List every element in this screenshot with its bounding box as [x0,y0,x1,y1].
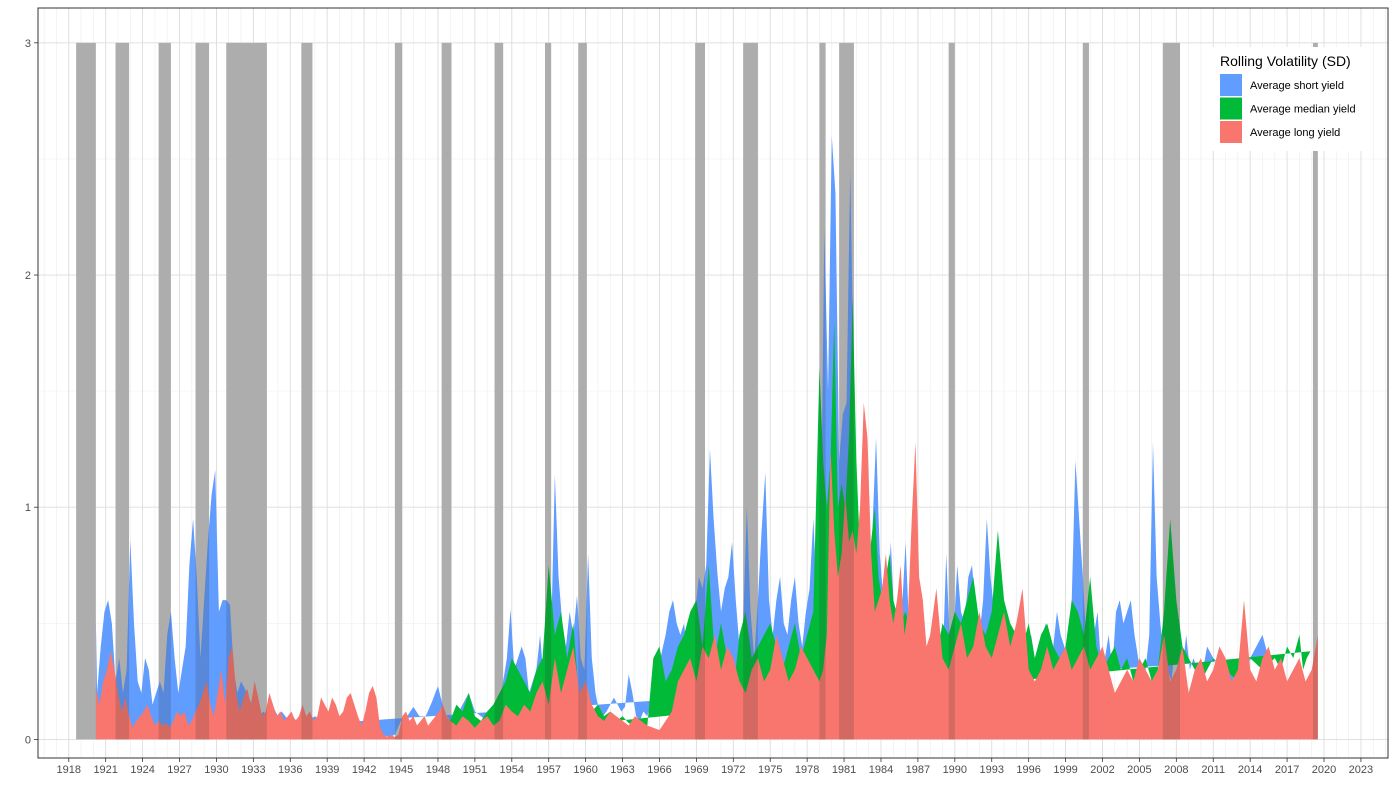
x-tick-label: 1966 [647,764,671,776]
x-tick-label: 1942 [352,764,376,776]
x-tick-label: 1996 [1016,764,1040,776]
x-tick-label: 1933 [241,764,265,776]
recession-band-overlay [301,42,313,740]
recession-band-overlay [441,42,452,740]
legend-label: Average median yield [1250,104,1356,116]
recession-band-overlay [545,42,552,740]
x-tick-label: 1987 [906,764,930,776]
recession-band-overlay [743,42,758,740]
recession-band [301,42,313,740]
recession-band [158,42,171,740]
recession-band [441,42,452,740]
x-tick-label: 1921 [93,764,117,776]
x-tick-label: 1936 [278,764,302,776]
x-tick-label: 1969 [684,764,708,776]
recession-band-overlay [226,42,267,740]
recession-band [1312,42,1318,740]
series-areas [95,135,1318,740]
legend: Rolling Volatility (SD) Average short yi… [1212,47,1362,151]
x-tick-label: 2017 [1275,764,1299,776]
x-tick-label: 1984 [869,764,893,776]
x-tick-label: 1993 [979,764,1003,776]
x-tick-label: 1978 [795,764,819,776]
legend-label: Average short yield [1250,80,1344,92]
recession-band [545,42,552,740]
recession-band-overlay [158,42,171,740]
x-tick-label: 1918 [57,764,81,776]
recession-band [76,42,96,740]
recession-band-overlay [115,42,130,740]
x-tick-label: 1954 [500,764,524,776]
x-tick-label: 1930 [204,764,228,776]
recession-band-overlay [76,42,96,740]
series-area-average-short-yield [95,135,1269,740]
x-tick-label: 1957 [536,764,560,776]
series-area-average-median-yield [431,298,1311,740]
x-tick-label: 1924 [130,764,154,776]
recession-band-overlay [1162,42,1181,740]
y-tick-label: 0 [25,734,31,746]
x-tick-label: 1972 [721,764,745,776]
recession-band-overlay [839,42,854,740]
x-tick-label: 1945 [389,764,413,776]
recession-band [226,42,267,740]
recession-band [1162,42,1181,740]
recession-band [695,42,706,740]
x-axis: 1918 1921 1924 1927 1930 1933 1936 1939 1942 1945… [57,758,1373,776]
y-axis: 0 1 2 3 [25,38,38,746]
recession-band [115,42,130,740]
recession-band-overlay [695,42,706,740]
x-tick-label: 1990 [943,764,967,776]
legend-key [1220,97,1242,120]
legend-label: Average long yield [1250,127,1340,139]
recession-band-overlay [494,42,504,740]
recession-band [948,42,955,740]
x-tick-label: 1960 [573,764,597,776]
legend-key [1220,74,1242,96]
recession-band-overlay [1082,42,1089,740]
recession-band [394,42,403,740]
x-tick-label: 1999 [1053,764,1077,776]
x-tick-label: 2023 [1349,764,1373,776]
x-tick-label: 1951 [463,764,487,776]
recession-band-overlay [195,42,210,740]
plot-border [37,7,1389,759]
series-area-average-long-yield [95,402,1318,740]
recession-band [578,42,587,740]
recession-overlay [76,42,1318,740]
legend-key [1220,121,1242,143]
y-tick-label: 2 [25,270,31,282]
recession-band-overlay [1312,42,1318,740]
x-tick-label: 2020 [1312,764,1336,776]
x-tick-label: 1963 [610,764,634,776]
recession-band-overlay [578,42,587,740]
x-tick-label: 2008 [1164,764,1188,776]
x-tick-label: 1981 [832,764,856,776]
x-tick-label: 1939 [315,764,339,776]
recession-band-overlay [819,42,826,740]
x-tick-label: 2005 [1127,764,1151,776]
recession-band-overlay [394,42,403,740]
recession-band [1082,42,1089,740]
y-tick-label: 1 [25,502,31,514]
recession-band-overlay [948,42,955,740]
y-tick-label: 3 [25,38,31,50]
x-tick-label: 1948 [426,764,450,776]
x-tick-label: 2002 [1090,764,1114,776]
recession-band [195,42,210,740]
x-tick-label: 2014 [1238,764,1262,776]
legend-title: Rolling Volatility (SD) [1220,53,1351,69]
recession-band [494,42,504,740]
x-tick-label: 1927 [167,764,191,776]
x-tick-label: 2011 [1201,764,1225,776]
x-tick-label: 1975 [758,764,782,776]
